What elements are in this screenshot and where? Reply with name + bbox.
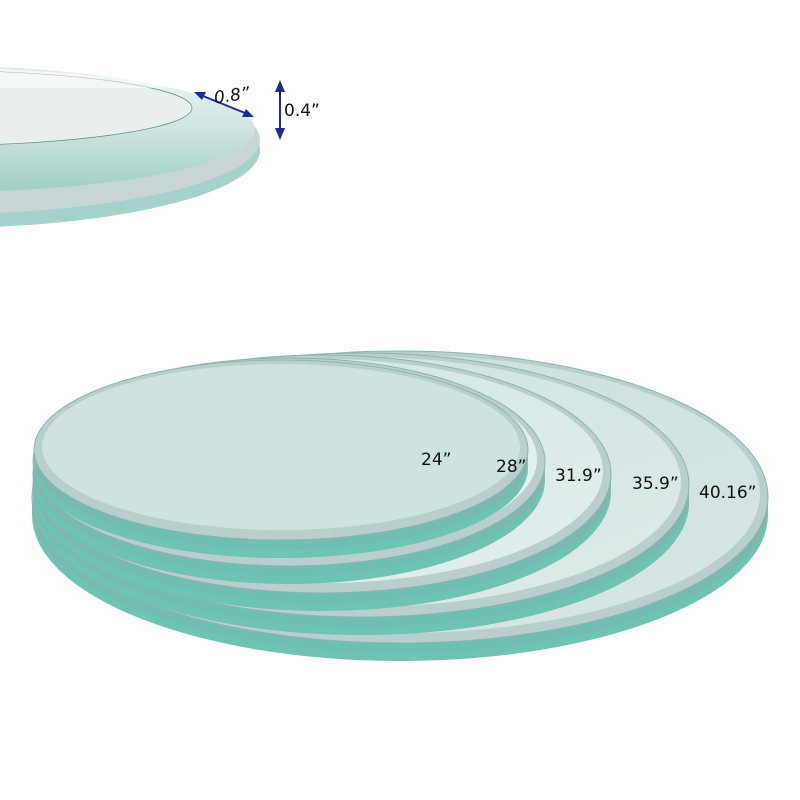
size-label-28: 28” — [496, 457, 527, 477]
size-label-35-9: 35.9” — [632, 474, 679, 494]
size-label-31-9: 31.9” — [555, 466, 602, 486]
edge-detail-view — [0, 60, 260, 227]
bevel-width-arrow — [194, 92, 254, 117]
disc-top — [42, 364, 520, 530]
thickness-arrow — [275, 80, 285, 140]
glass-disc-24 — [33, 359, 529, 558]
thickness-label: 0.4” — [284, 101, 320, 121]
size-label-24: 24” — [421, 450, 452, 470]
size-label-40-16: 40.16” — [699, 483, 757, 503]
glass-disc-stack — [31, 350, 769, 661]
